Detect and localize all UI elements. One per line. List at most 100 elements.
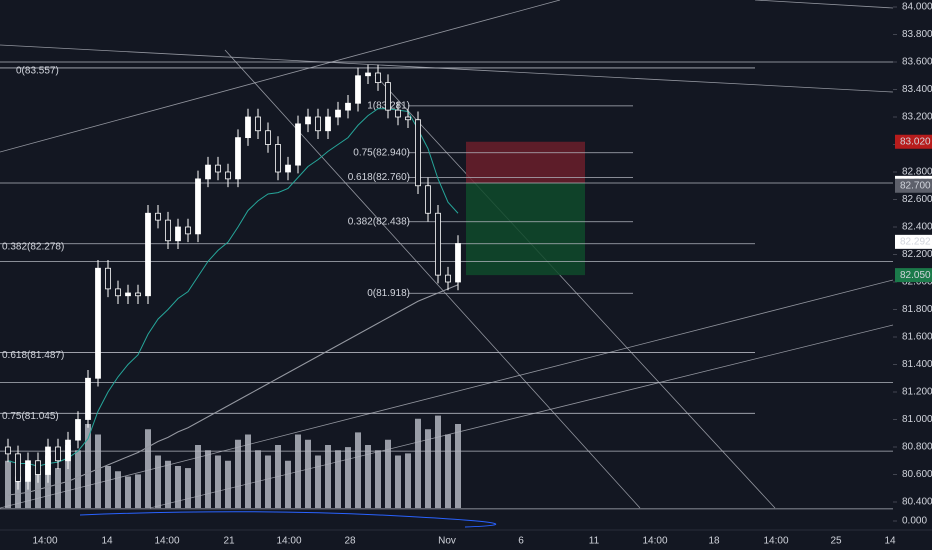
price-tag-label: 82.292	[900, 236, 931, 247]
y-tick-label: 83.400	[902, 84, 932, 95]
candle-body	[445, 274, 451, 283]
volume-bar	[205, 450, 211, 508]
moving-average	[7, 108, 459, 467]
y-tick-label: 83.600	[902, 57, 932, 68]
candle-body	[15, 453, 21, 482]
candle-body	[355, 75, 361, 104]
trend-line	[754, 0, 894, 9]
candle-body	[65, 439, 71, 462]
volume-bar	[85, 424, 91, 508]
x-tick-label: 14:00	[763, 536, 788, 547]
candle-body	[105, 267, 111, 290]
price-tag-label: 82.700	[900, 180, 931, 191]
volume-bar	[105, 466, 111, 508]
volume-bar	[265, 455, 271, 508]
volume-bar	[395, 455, 401, 508]
candle-body	[225, 171, 231, 180]
moving-average	[7, 284, 459, 496]
x-tick-label: 14	[101, 536, 113, 547]
price-tag-label: 82.050	[900, 270, 931, 281]
candle-body	[255, 116, 261, 132]
x-tick-label: 14:00	[32, 536, 57, 547]
y-tick-label: 84.000	[902, 2, 932, 13]
candle-body	[345, 102, 351, 111]
volume-bar	[415, 418, 421, 508]
fib-label: 0.618(81.487)	[2, 350, 64, 361]
volume-bar	[315, 455, 321, 508]
trend-line	[224, 49, 641, 509]
candle-body	[35, 460, 41, 475]
y-tick-label: 82.000	[902, 277, 932, 288]
volume-bar	[225, 460, 231, 508]
volume-bar	[55, 468, 61, 508]
y-tick-label: 81.200	[902, 387, 932, 398]
trend-line	[149, 324, 894, 509]
trend-line	[374, 74, 776, 509]
fib-label: 0.618(82.760)	[348, 172, 410, 183]
candle-body	[325, 116, 331, 132]
candle-body	[85, 377, 91, 420]
candle-body	[155, 212, 161, 221]
volume-bar	[135, 474, 141, 508]
trend-line	[0, 0, 561, 153]
price-tag	[895, 178, 932, 193]
candle-body	[25, 460, 31, 482]
volume-bar	[405, 453, 411, 508]
x-tick-label: Nov	[438, 536, 456, 547]
volume-bar	[155, 455, 161, 508]
candle-body	[395, 109, 401, 118]
y-tick-label: 80.400	[902, 497, 932, 508]
candle-body	[165, 219, 171, 242]
candle-body	[5, 446, 11, 455]
candle-body	[75, 419, 81, 441]
candle-body	[205, 164, 211, 180]
volume-bar	[175, 466, 181, 508]
volume-bar	[65, 445, 71, 508]
volume-bar	[305, 439, 311, 508]
x-tick-label: 11	[589, 536, 600, 547]
candle-body	[135, 292, 141, 297]
volume-bar	[335, 450, 341, 508]
volume-bar	[115, 471, 121, 508]
volume-bar	[295, 434, 301, 508]
y-tick-label: 82.600	[902, 194, 932, 205]
volume-bar	[75, 450, 81, 508]
volume-bar	[195, 445, 201, 508]
x-tick-label: 14:00	[276, 536, 301, 547]
stop-zone	[466, 141, 585, 183]
candle-body	[365, 72, 371, 77]
volume-ma	[79, 511, 497, 528]
target-zone	[466, 183, 585, 276]
candle-body	[425, 185, 431, 214]
price-tag-label: 83.020	[900, 136, 931, 147]
volume-bar	[95, 434, 101, 508]
candle-body	[185, 226, 191, 235]
candle-body	[245, 116, 251, 139]
candle-body	[405, 116, 411, 121]
fib-label: 0.75(81.045)	[2, 411, 59, 422]
candle-body	[235, 137, 241, 180]
volume-bar	[15, 476, 21, 508]
y-tick-label: 83.200	[902, 112, 932, 123]
candle-body	[385, 82, 391, 111]
candle-body	[295, 123, 301, 166]
y-tick-label: 80.800	[902, 442, 932, 453]
candle-body	[45, 446, 51, 475]
volume-bar	[435, 415, 441, 508]
volume-bar	[185, 468, 191, 508]
candle-body	[285, 164, 291, 173]
volume-bar	[385, 439, 391, 508]
x-tick-label: 18	[708, 536, 720, 547]
volume-bar	[255, 450, 261, 508]
fib-label: 0.382(82.278)	[2, 241, 64, 252]
candle-body	[55, 446, 61, 462]
candle-body	[145, 212, 151, 297]
y-tick-label: 81.600	[902, 332, 932, 343]
volume-bar	[445, 434, 451, 508]
x-tick-label: 6	[518, 536, 524, 547]
y-tick-label: 83.800	[902, 29, 932, 40]
fib-label: 0(83.557)	[16, 66, 59, 77]
fib-label: 0.382(82.438)	[348, 216, 410, 227]
candle-body	[455, 243, 461, 283]
